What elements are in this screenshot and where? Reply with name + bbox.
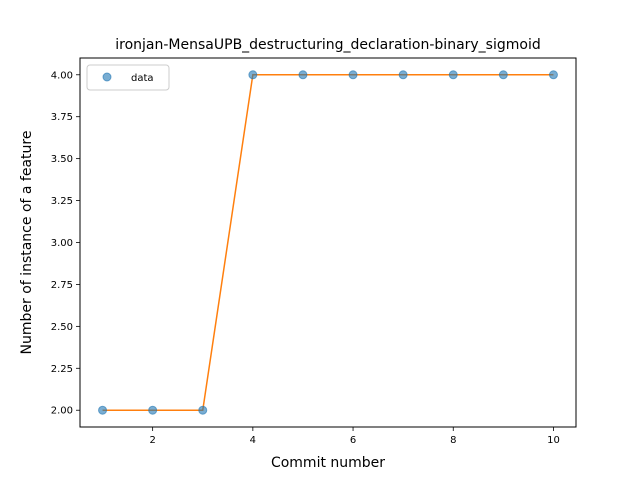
data-point [198, 405, 208, 415]
y-tick-label: 4.00 [51, 70, 73, 81]
y-tick-label: 2.75 [51, 280, 73, 291]
y-tick-label: 3.50 [51, 154, 73, 165]
chart-title: ironjan-MensaUPB_destructuring_declarati… [115, 37, 540, 53]
legend: data [86, 64, 170, 91]
data-point [98, 405, 108, 415]
data-point [248, 70, 258, 80]
y-axis-label: Number of instance of a feature [19, 131, 35, 355]
x-tick-label: 8 [450, 435, 456, 446]
legend-marker [102, 72, 112, 82]
legend-label: data [131, 73, 154, 84]
plot-frame [79, 57, 577, 428]
y-tick-label: 2.00 [51, 406, 73, 417]
data-point [298, 70, 308, 80]
data-point [498, 70, 508, 80]
y-tick-label: 3.75 [51, 112, 73, 123]
data-point [348, 70, 358, 80]
legend-box [86, 64, 170, 91]
x-tick-label: 2 [149, 435, 155, 446]
data-point [148, 405, 158, 415]
data-point [448, 70, 458, 80]
y-tick-label: 2.25 [51, 364, 73, 375]
data-point [548, 70, 558, 80]
x-tick-label: 10 [547, 435, 560, 446]
x-axis-label: Commit number [271, 455, 385, 471]
x-tick-label: 4 [250, 435, 256, 446]
x-tick-label: 6 [350, 435, 356, 446]
y-tick-label: 3.00 [51, 238, 73, 249]
y-tick-label: 2.50 [51, 322, 73, 333]
data-point [398, 70, 408, 80]
series-line [102, 74, 554, 411]
y-tick-label: 3.25 [51, 196, 73, 207]
